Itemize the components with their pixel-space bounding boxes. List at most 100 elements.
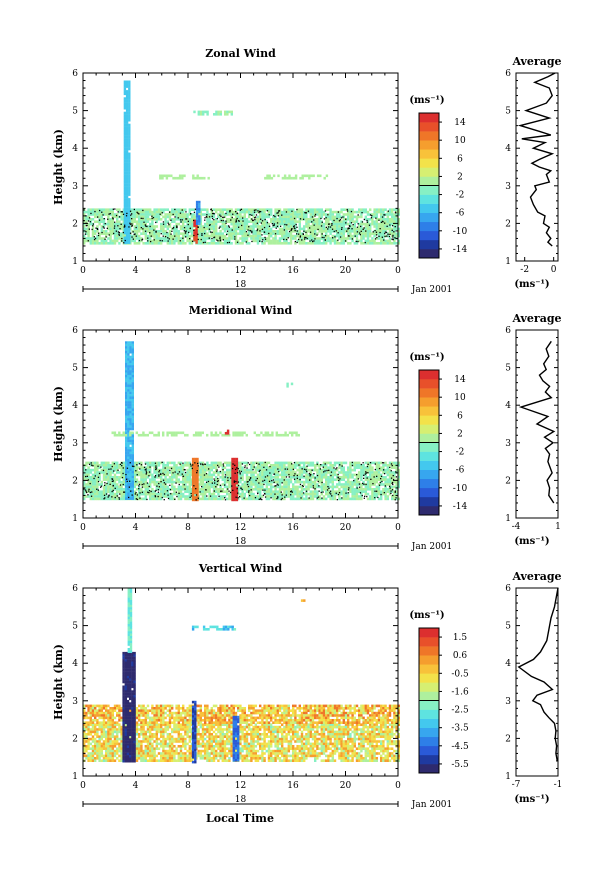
heatmap-cell xyxy=(131,348,134,352)
heatmap-cell xyxy=(241,234,244,238)
contour-dot xyxy=(136,211,138,213)
heatmap-cell xyxy=(125,116,129,120)
heatmap-cell xyxy=(303,174,307,178)
contour-dot xyxy=(314,213,317,216)
heatmap-cell xyxy=(303,461,306,465)
heatmap-cell xyxy=(338,490,341,493)
heatmap-cell xyxy=(342,239,345,243)
contour-dot xyxy=(381,216,384,218)
heatmap-cell xyxy=(181,176,184,180)
heatmap-cell xyxy=(369,218,372,221)
contour-dot xyxy=(147,240,149,242)
heatmap-cell xyxy=(125,425,128,428)
contour-dot xyxy=(311,216,314,218)
heatmap-cell xyxy=(309,492,312,496)
heatmap-cell xyxy=(272,476,275,479)
heatmap-cell xyxy=(96,492,99,496)
heatmap-cell xyxy=(125,226,129,230)
heatmap-cell xyxy=(199,471,202,474)
heatmap-cell xyxy=(155,215,158,219)
heatmap-cell xyxy=(129,384,132,388)
heatmap-cell xyxy=(123,150,127,153)
heatmap-cell xyxy=(353,464,356,467)
heatmap-cell xyxy=(140,220,143,223)
heatmap-cell xyxy=(102,237,106,240)
heatmap-cell xyxy=(89,468,92,472)
heatmap-cell xyxy=(292,176,296,180)
heatmap-cell xyxy=(157,237,161,240)
heatmap-cell xyxy=(391,232,394,235)
heatmap-cell xyxy=(125,377,128,380)
heatmap-cell xyxy=(123,135,127,139)
heatmap-cell xyxy=(338,210,341,214)
heatmap-cell xyxy=(234,213,238,216)
heatmap-cell xyxy=(298,237,301,240)
heatmap-cell xyxy=(123,195,127,199)
heatmap-cell xyxy=(307,497,310,501)
contour-dot xyxy=(185,211,187,213)
heatmap-cell xyxy=(226,213,229,216)
heatmap-cell xyxy=(245,468,249,472)
heatmap-cell xyxy=(245,220,249,223)
heatmap-cell xyxy=(131,372,134,376)
heatmap-cell xyxy=(380,497,383,501)
contour-dot xyxy=(263,231,266,233)
heatmap-cell xyxy=(188,468,191,472)
heatmap-cell xyxy=(237,213,240,216)
heatmap-cell xyxy=(278,466,282,469)
heatmap-cell xyxy=(327,466,330,469)
heatmap-cell xyxy=(146,227,150,231)
heatmap-cell xyxy=(373,225,376,228)
contour-dot xyxy=(106,227,108,229)
heatmap-cell xyxy=(204,495,207,498)
heatmap-cell xyxy=(395,461,398,465)
heatmap-cell xyxy=(237,208,240,211)
heatmap-cell xyxy=(125,427,128,431)
heatmap-cell xyxy=(105,234,108,238)
heatmap-cell xyxy=(149,478,152,481)
heatmap-cell xyxy=(107,478,110,481)
heatmap-cell xyxy=(94,468,97,472)
heatmap-cell xyxy=(153,232,156,235)
heatmap-cell xyxy=(127,365,130,368)
heatmap-cell xyxy=(201,471,205,474)
contour-dot xyxy=(259,230,261,232)
heatmap-cell xyxy=(144,476,147,479)
heatmap-cell xyxy=(362,230,365,233)
heatmap-cell xyxy=(289,471,293,474)
heatmap-cell xyxy=(100,208,103,211)
heatmap-cell xyxy=(322,234,326,238)
heatmap-cell xyxy=(281,218,284,221)
heatmap-cell xyxy=(128,178,131,182)
heatmap-cell xyxy=(296,476,299,479)
heatmap-cell xyxy=(248,227,251,231)
heatmap-cell xyxy=(336,220,339,223)
heatmap-cell xyxy=(234,232,238,235)
contour-dot xyxy=(301,239,303,241)
heatmap-cell xyxy=(287,495,290,498)
heatmap-cell xyxy=(274,239,277,243)
heatmap-cell xyxy=(382,232,385,235)
contour-dot xyxy=(219,226,221,228)
heatmap-cell xyxy=(274,495,277,498)
heatmap-cell xyxy=(380,225,383,228)
heatmap-cell xyxy=(140,468,143,472)
heatmap-cell xyxy=(347,242,350,245)
heatmap-cell xyxy=(125,236,129,240)
heatmap-cell xyxy=(382,227,385,231)
heatmap-cell xyxy=(278,210,282,214)
heatmap-cell xyxy=(278,468,282,472)
heatmap-cell xyxy=(184,227,187,231)
heatmap-cell xyxy=(296,468,299,472)
heatmap-cell xyxy=(85,471,88,474)
heatmap-cell xyxy=(276,208,279,211)
heatmap-cell xyxy=(210,485,213,489)
heatmap-cell xyxy=(146,485,150,489)
heatmap-cell xyxy=(215,466,218,469)
heatmap-cell xyxy=(393,218,396,221)
heatmap-cell xyxy=(135,488,139,491)
heatmap-cell xyxy=(123,200,127,204)
heatmap-cell xyxy=(283,227,286,231)
heatmap-cell xyxy=(294,461,297,465)
heatmap-cell xyxy=(142,471,145,474)
